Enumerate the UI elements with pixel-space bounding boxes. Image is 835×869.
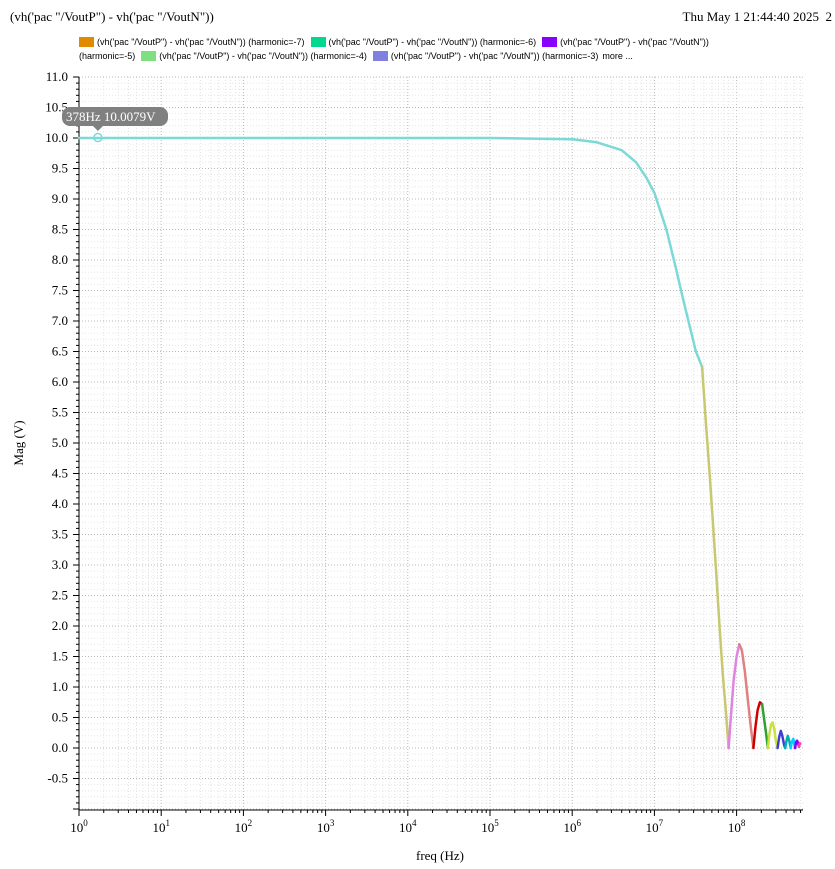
y-tick-label: 9.5 [52,161,68,176]
series-line[interactable] [760,702,770,750]
y-axis-label: Mag (V) [11,420,26,465]
legend-item[interactable]: (vh('pac "/VoutP") - vh('pac "/VoutN")) … [372,51,633,61]
legend-label: (vh('pac "/VoutP") - vh('pac "/VoutN")) … [159,51,367,61]
grid-lines [78,76,803,810]
y-tick-label: 1.5 [52,649,68,664]
legend-swatch [79,37,94,47]
legend-item[interactable]: (vh('pac "/VoutP") - vh('pac "/VoutN")) … [79,37,305,47]
y-tick-label: 6.5 [52,344,68,359]
x-tick-label: 104 [399,818,417,835]
y-tick-label: 7.5 [52,283,68,298]
x-tick-label: 100 [70,818,88,835]
y-tick-label: 3.5 [52,527,68,542]
series-line[interactable] [766,721,779,750]
y-tick-label: -0.5 [47,771,68,786]
y-tick-label: 3.0 [52,557,68,572]
marker-label-bg [62,107,168,126]
y-tick-label: 10.5 [45,100,68,115]
marker-label: 378Hz 10.0079V [66,109,156,124]
legend-label-continuation: (harmonic=-5) [79,51,136,61]
y-tick-label: 5.0 [52,435,68,450]
series-line[interactable] [752,701,764,750]
series-line[interactable] [738,643,755,750]
datetime-trail: 2 [825,9,833,24]
axes: 11.0 10.5 10.0 9.5 9.0 8.5 8.0 7.5 7.0 6.5 6.0 5.5 5… [45,69,803,835]
legend-item[interactable]: (vh('pac "/VoutP") - vh('pac "/VoutN")) [542,37,709,47]
legend-swatch [310,37,326,47]
series-line[interactable] [776,729,787,750]
legend-label: (vh('pac "/VoutP") - vh('pac "/VoutN")) [560,37,709,47]
series-line[interactable] [700,365,730,750]
y-tick-label: 8.5 [52,222,68,237]
y-tick-label: 10.0 [45,130,68,145]
y-tick-label: 6.0 [52,374,68,389]
x-tick-label: 105 [481,818,499,835]
legend-swatch [372,51,388,61]
series-line[interactable] [783,734,792,750]
series-line[interactable] [77,136,704,369]
y-tick-label: 4.0 [52,496,68,511]
datetime-text: Thu May 1 21:44:40 2025 [682,9,820,24]
series-line[interactable] [797,741,802,749]
x-tick-label: 107 [646,818,664,835]
x-tick-label: 101 [152,818,170,835]
legend-row-1: (vh('pac "/VoutP") - vh('pac "/VoutN")) … [79,37,715,47]
legend-item[interactable]: (vh('pac "/VoutP") - vh('pac "/VoutN")) … [141,51,367,61]
x-axis-label: freq (Hz) [416,848,464,863]
x-tick-label: 108 [728,818,746,835]
legend-label: (vh('pac "/VoutP") - vh('pac "/VoutN")) … [390,51,599,61]
legend-swatch [542,37,558,47]
marker-group: 378Hz 10.0079V [62,107,168,143]
legend-row-2: (harmonic=-5) (vh('pac "/VoutP") - vh('p… [79,51,639,61]
chart-title: (vh('pac "/VoutP") - vh('pac "/VoutN")) [10,9,214,24]
y-tick-label: 2.5 [52,588,68,603]
legend-item[interactable]: (vh('pac "/VoutP") - vh('pac "/VoutN")) … [310,37,537,47]
x-tick-label: 106 [563,818,581,835]
y-tick-label: 8.0 [52,252,68,267]
legend-more-link[interactable]: more ... [602,51,633,61]
legend-label: (vh('pac "/VoutP") - vh('pac "/VoutN")) … [328,37,537,47]
y-tick-label: 1.0 [52,679,68,694]
x-tick-label: 102 [235,818,253,835]
legend-label: (vh('pac "/VoutP") - vh('pac "/VoutN")) … [97,37,305,47]
legend-swatch [141,51,157,61]
y-tick-label: 9.0 [52,191,68,206]
x-tick-label: 103 [317,818,335,835]
y-tick-label: 2.0 [52,618,68,633]
marker-point[interactable] [93,132,103,143]
y-tick-label: 5.5 [52,405,68,420]
series-line[interactable] [727,643,741,750]
y-tick-label: 11.0 [46,69,68,84]
y-tick-label: 0.5 [52,710,68,725]
y-tick-label: 0.0 [52,740,68,755]
y-tick-label: 7.0 [52,313,68,328]
marker-pointer [92,126,103,131]
plot-datetime: Thu May 1 21:44:40 2025 2 [683,9,833,25]
y-tick-label: 4.5 [52,466,68,481]
curves [77,136,802,750]
